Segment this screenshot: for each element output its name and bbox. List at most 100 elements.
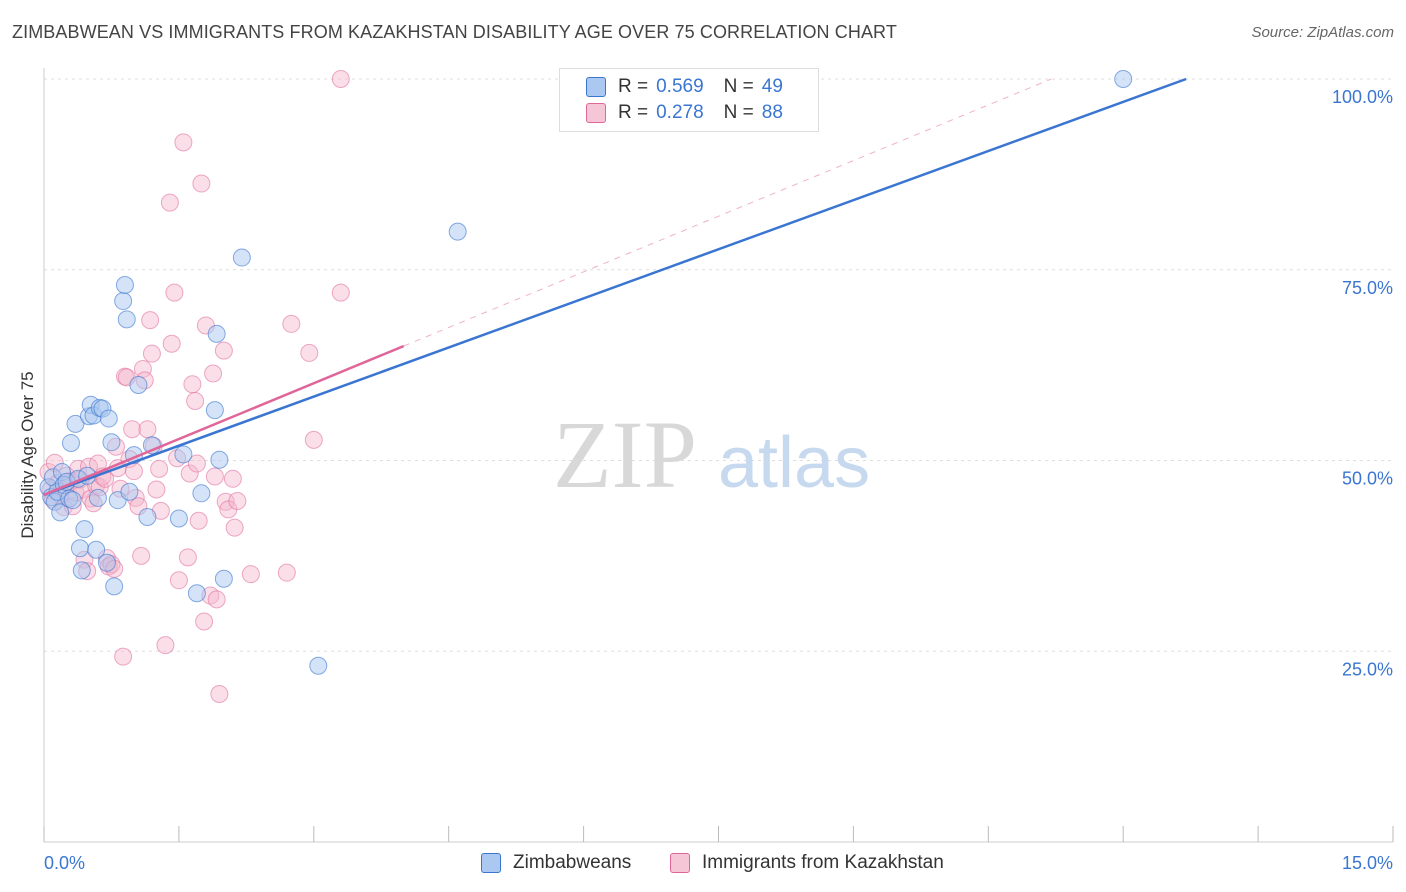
series-legend: Zimbabweans Immigrants from Kazakhstan xyxy=(0,852,1406,878)
data-point-zimbabweans xyxy=(174,445,193,464)
data-point-kazakhstan xyxy=(282,314,301,333)
data-point-kazakhstan xyxy=(331,283,350,302)
legend-n-label: N = xyxy=(723,76,754,97)
legend-row-zimbabweans: R = 0.569 N = 49 xyxy=(586,74,783,100)
data-point-zimbabweans xyxy=(117,310,136,329)
data-point-kazakhstan xyxy=(277,563,296,582)
data-point-zimbabweans xyxy=(448,222,467,241)
y-tick-label: 50.0% xyxy=(1342,469,1393,489)
data-point-kazakhstan xyxy=(115,367,134,386)
series-zimbabweans-points xyxy=(39,70,1133,675)
data-point-zimbabweans xyxy=(87,540,106,559)
data-point-kazakhstan xyxy=(187,454,206,473)
legend-r-value: 0.569 xyxy=(656,76,704,97)
data-point-zimbabweans xyxy=(214,569,233,588)
chart-title: ZIMBABWEAN VS IMMIGRANTS FROM KAZAKHSTAN… xyxy=(12,22,897,42)
data-point-zimbabweans xyxy=(1114,70,1133,88)
data-point-kazakhstan xyxy=(165,283,184,302)
data-point-zimbabweans xyxy=(99,409,118,428)
y-tick-label: 75.0% xyxy=(1342,278,1393,298)
watermark: ZIP atlas xyxy=(553,401,870,508)
legend-r-value: 0.278 xyxy=(656,102,704,123)
data-point-zimbabweans xyxy=(51,503,70,522)
correlation-legend: R = 0.569 N = 49 R = 0.278 N = 88 xyxy=(559,68,819,132)
data-point-kazakhstan xyxy=(189,511,208,530)
data-point-zimbabweans xyxy=(75,520,94,539)
data-point-kazakhstan xyxy=(331,70,350,88)
data-point-zimbabweans xyxy=(187,584,206,603)
data-point-zimbabweans xyxy=(205,401,224,420)
data-point-zimbabweans xyxy=(61,433,80,452)
data-point-zimbabweans xyxy=(97,553,116,572)
legend-n-value: 49 xyxy=(761,76,783,97)
data-point-zimbabweans xyxy=(207,324,226,343)
legend-item-zimbabweans: Zimbabweans xyxy=(481,852,631,874)
data-point-kazakhstan xyxy=(210,684,229,703)
data-point-kazakhstan xyxy=(204,364,223,383)
data-point-kazakhstan xyxy=(138,420,157,439)
source-label: Source: ZipAtlas.com xyxy=(1251,24,1394,41)
data-point-kazakhstan xyxy=(132,546,151,565)
axes xyxy=(43,68,1394,843)
data-point-kazakhstan xyxy=(156,636,175,655)
data-point-kazakhstan xyxy=(225,518,244,537)
data-point-kazakhstan xyxy=(186,391,205,410)
data-point-kazakhstan xyxy=(304,430,323,449)
data-point-kazakhstan xyxy=(178,548,197,567)
data-point-kazakhstan xyxy=(228,491,247,510)
legend-swatch-blue xyxy=(481,853,501,873)
data-point-kazakhstan xyxy=(169,571,188,590)
legend-item-kazakhstan: Immigrants from Kazakhstan xyxy=(670,852,944,874)
data-point-kazakhstan xyxy=(160,193,179,212)
y-tick-label: 100.0% xyxy=(1332,87,1393,107)
data-point-zimbabweans xyxy=(120,482,139,501)
data-point-zimbabweans xyxy=(72,561,91,580)
data-point-kazakhstan xyxy=(223,469,242,488)
data-point-zimbabweans xyxy=(192,484,211,503)
trend-kazakhstan xyxy=(43,344,405,496)
data-point-kazakhstan xyxy=(214,341,233,360)
y-tick-label: 25.0% xyxy=(1342,659,1393,679)
x-tick-label-max: 15.0% xyxy=(1342,853,1393,873)
legend-label-kazakhstan: Immigrants from Kazakhstan xyxy=(702,852,944,873)
data-point-kazakhstan xyxy=(192,174,211,193)
legend-n-label: N = xyxy=(723,102,754,123)
data-point-zimbabweans xyxy=(232,248,251,267)
legend-swatch-pink xyxy=(670,853,690,873)
legend-row-kazakhstan: R = 0.278 N = 88 xyxy=(586,100,783,126)
data-point-kazakhstan xyxy=(241,565,260,584)
data-point-zimbabweans xyxy=(129,375,148,394)
data-point-kazakhstan xyxy=(123,420,142,439)
data-point-kazakhstan xyxy=(207,590,226,609)
data-point-kazakhstan xyxy=(183,375,202,394)
data-point-zimbabweans xyxy=(210,450,229,469)
data-point-zimbabweans xyxy=(102,433,121,452)
data-point-zimbabweans xyxy=(169,509,188,528)
gridlines xyxy=(44,78,1393,652)
data-point-zimbabweans xyxy=(63,491,82,510)
legend-swatch-blue xyxy=(586,77,606,97)
data-point-kazakhstan xyxy=(180,464,199,483)
data-point-kazakhstan xyxy=(147,480,166,499)
data-point-kazakhstan xyxy=(174,133,193,152)
legend-swatch-pink xyxy=(586,103,606,123)
watermark-atlas: atlas xyxy=(718,423,870,503)
data-point-zimbabweans xyxy=(105,577,124,596)
tick-labels: 100.0% 75.0% 50.0% 25.0% 0.0% 15.0% xyxy=(44,87,1393,873)
legend-r-label: R = xyxy=(618,102,649,123)
data-point-kazakhstan xyxy=(150,459,169,478)
data-point-kazakhstan xyxy=(300,343,319,362)
data-point-kazakhstan xyxy=(142,344,161,363)
data-point-zimbabweans xyxy=(115,276,134,295)
data-point-zimbabweans xyxy=(309,656,328,675)
legend-n-value: 88 xyxy=(761,102,783,123)
data-point-zimbabweans xyxy=(114,292,133,311)
data-point-kazakhstan xyxy=(195,612,214,631)
watermark-zip: ZIP xyxy=(553,401,697,508)
data-point-kazakhstan xyxy=(114,647,133,666)
data-point-zimbabweans xyxy=(66,414,85,433)
trend-kazakhstan-extension xyxy=(403,78,1052,347)
data-point-zimbabweans xyxy=(138,507,157,526)
data-point-zimbabweans xyxy=(88,488,107,507)
